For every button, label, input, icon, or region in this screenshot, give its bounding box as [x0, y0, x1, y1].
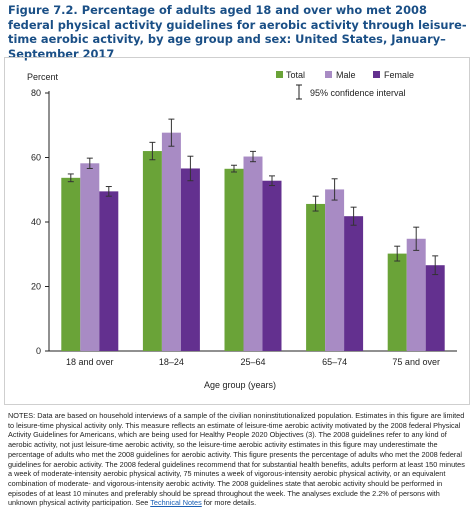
legend-label-male: Male	[336, 70, 356, 80]
error-bar-female	[269, 175, 275, 187]
bar-female	[262, 180, 282, 351]
figure-title: Figure 7.2. Percentage of adults aged 18…	[8, 3, 467, 61]
bar-male	[243, 156, 263, 351]
y-axis-label: Percent	[27, 72, 59, 82]
bar-total	[61, 177, 81, 351]
error-bar-total	[231, 164, 237, 173]
bar-male	[406, 238, 426, 351]
bar-male	[325, 189, 345, 351]
ci-legend-label: 95% confidence interval	[310, 88, 406, 98]
error-bar-total	[312, 195, 319, 212]
ci-legend-icon	[296, 84, 302, 100]
error-bar-male	[86, 157, 93, 169]
notes-suffix: for more details.	[203, 498, 257, 508]
legend-label-female: Female	[384, 70, 414, 80]
x-axis-label: Age group (years)	[204, 380, 276, 390]
error-bar-female	[187, 155, 194, 182]
legend-swatch-total	[276, 71, 283, 78]
bar-chart: Percent Age group (years) 0 20 40 60 80 18 an…	[27, 70, 457, 390]
error-bar-total	[67, 173, 74, 183]
bar-female	[180, 168, 200, 351]
bar-total	[224, 168, 244, 351]
y-tick-label: 20	[31, 282, 41, 292]
chart-panel: Percent Age group (years) 0 20 40 60 80 18 an…	[4, 57, 470, 405]
legend-swatch-male	[325, 71, 332, 78]
error-bar-total	[149, 141, 156, 161]
y-tick-label: 60	[31, 153, 41, 163]
error-bar-female	[105, 186, 112, 197]
y-tick-label: 40	[31, 217, 41, 227]
bar-female	[425, 265, 445, 351]
legend-swatch-female	[373, 71, 380, 78]
bar-male	[80, 163, 100, 351]
error-bar-male	[413, 226, 420, 251]
bar-male	[161, 132, 181, 351]
x-tick-label: 75 and over	[392, 357, 440, 367]
bars	[61, 118, 445, 351]
notes-text: NOTES: Data are based on household inter…	[8, 411, 465, 508]
x-tick-label: 25–64	[240, 357, 265, 367]
technical-notes-link[interactable]: Technical Notes	[150, 498, 202, 508]
legend: Total Male Female 95% confidence interva…	[276, 70, 414, 100]
y-tick-label: 0	[36, 346, 41, 356]
bar-female	[344, 216, 364, 351]
bar-total	[306, 203, 326, 351]
notes: NOTES: Data are based on household inter…	[8, 411, 470, 508]
x-tick-label: 18–24	[159, 357, 184, 367]
error-bar-female	[350, 206, 357, 226]
error-bar-male	[168, 118, 175, 147]
error-bar-male	[331, 178, 338, 201]
error-bar-male	[250, 150, 256, 163]
error-bar-total	[394, 245, 401, 262]
x-tick-label: 65–74	[322, 357, 347, 367]
y-tick-label: 80	[31, 88, 41, 98]
error-bar-female	[432, 255, 439, 276]
legend-label-total: Total	[286, 70, 305, 80]
x-tick-label: 18 and over	[66, 357, 114, 367]
bar-total	[387, 253, 407, 351]
bar-female	[99, 191, 119, 351]
bar-total	[142, 151, 162, 351]
